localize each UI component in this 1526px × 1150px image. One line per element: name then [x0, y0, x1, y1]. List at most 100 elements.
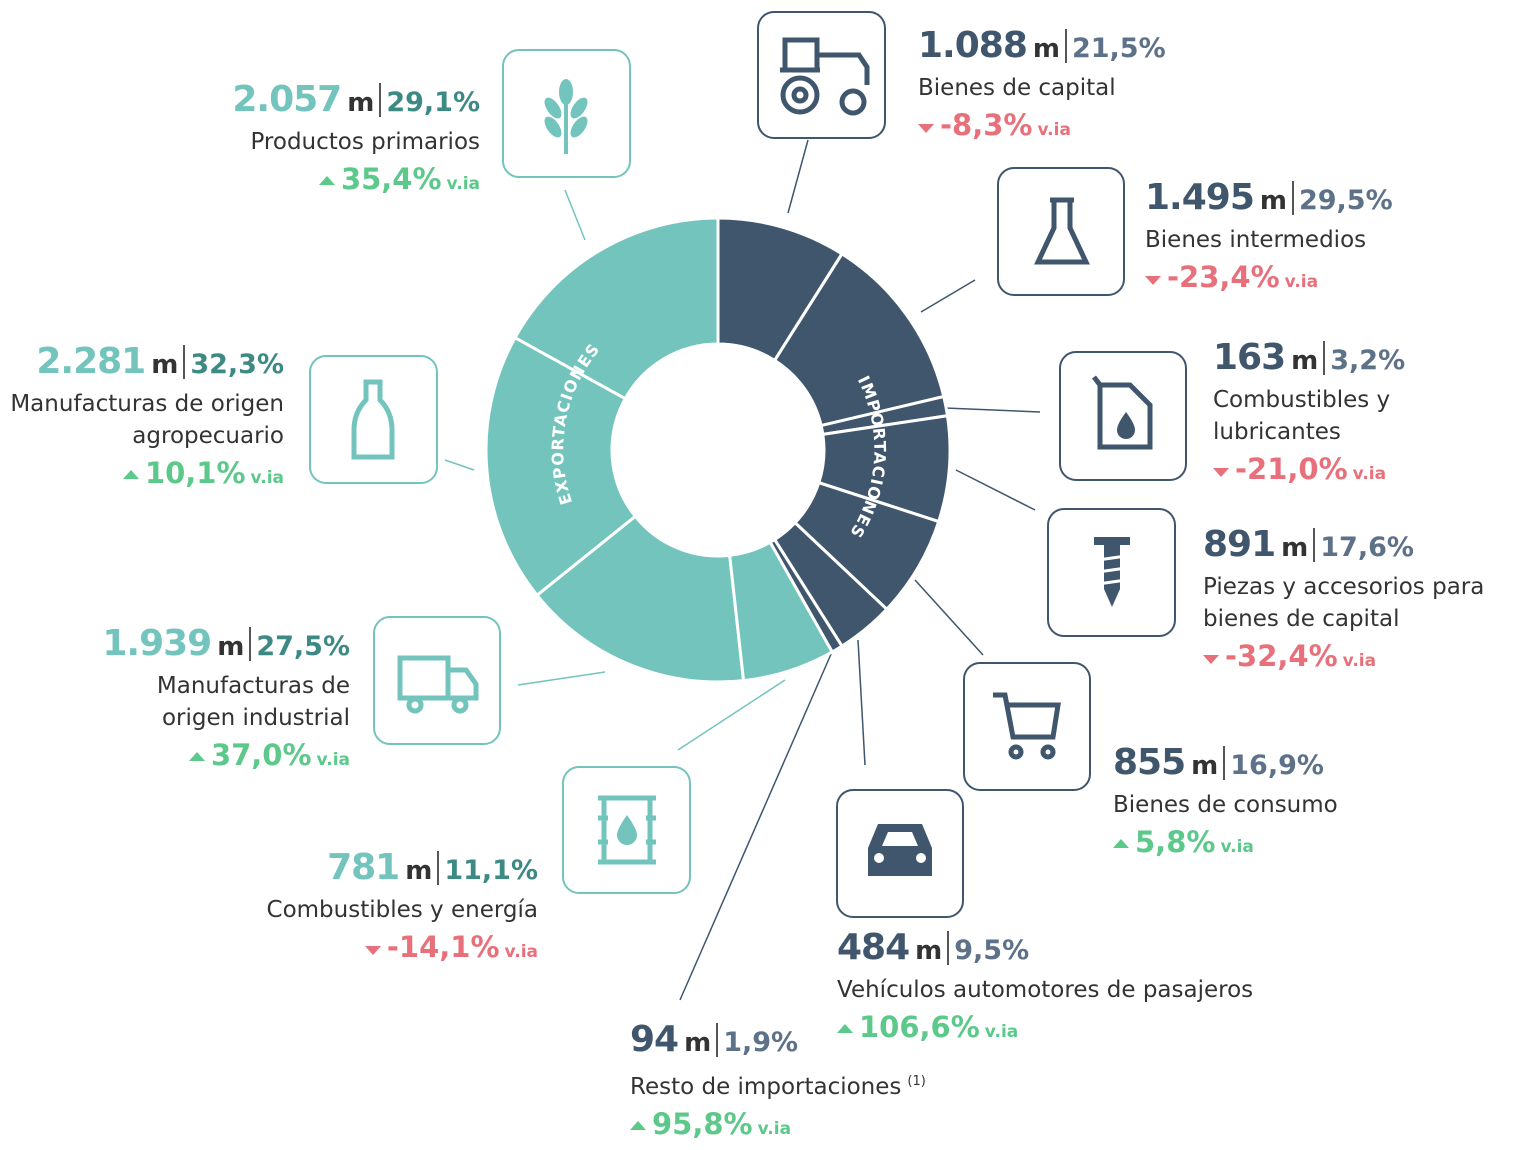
change-value: -21,0%: [1235, 452, 1348, 486]
item-label: 94 m 1,9% Resto de importaciones (1) 95,8% v.i…: [630, 1018, 1050, 1150]
item-label: 855 m 16,9% Bienes de consumo 5,8% v.ia: [1113, 741, 1473, 868]
change-value: 37,0%: [210, 738, 312, 772]
value: 1.939: [102, 623, 212, 664]
category-text: Piezas y accesorios para bienes de capit…: [1203, 574, 1485, 632]
category: Bienes de capital: [918, 72, 1298, 104]
share: 3,2%: [1330, 345, 1406, 376]
change: 95,8% v.ia: [630, 1103, 1050, 1150]
separator: [1291, 181, 1294, 215]
value-line: 891 m 17,6%: [1203, 523, 1525, 571]
share: 32,3%: [190, 349, 284, 380]
unit: m: [405, 856, 433, 886]
share: 29,1%: [386, 87, 480, 118]
value-line: 1.088 m 21,5%: [918, 24, 1298, 72]
value-line: 1.495 m 29,5%: [1145, 176, 1505, 224]
change-value: -23,4%: [1167, 260, 1280, 294]
category-text: Vehículos automotores de pasajeros: [837, 977, 1254, 1003]
separator: [947, 931, 950, 965]
change: 35,4% v.ia: [160, 158, 480, 205]
change-unit: v.ia: [1037, 120, 1071, 140]
unit: m: [347, 88, 375, 118]
change-unit: v.ia: [1284, 272, 1319, 292]
value: 484: [837, 927, 910, 968]
separator: [1223, 746, 1226, 780]
category-text: Combustibles y energía: [266, 897, 538, 923]
value-line: 163 m 3,2%: [1213, 336, 1443, 384]
separator: [249, 627, 252, 661]
change-value: -32,4%: [1225, 639, 1338, 673]
change-unit: v.ia: [250, 468, 284, 488]
value-line: 781 m 11,1%: [178, 846, 538, 894]
value: 94: [630, 1019, 679, 1060]
change-unit: v.ia: [1352, 464, 1387, 484]
change-unit: v.ia: [446, 174, 480, 194]
unit: m: [1191, 751, 1219, 781]
value-line: 855 m 16,9%: [1113, 741, 1473, 789]
value: 781: [327, 847, 400, 888]
category: Manufacturas de origen industrial: [100, 670, 350, 734]
change-arrow: [630, 1121, 646, 1130]
separator: [716, 1023, 719, 1057]
category: Bienes de consumo: [1113, 789, 1473, 821]
change-value: -14,1%: [386, 930, 500, 964]
change-value: 95,8%: [652, 1107, 753, 1141]
item-label: 2.281 m 32,3% Manufacturas de origen agrope…: [0, 340, 284, 499]
unit: m: [1281, 533, 1309, 563]
change-value: 10,1%: [144, 456, 246, 490]
change: -32,4% v.ia: [1203, 635, 1525, 682]
value: 1.495: [1145, 177, 1255, 218]
share: 29,5%: [1298, 185, 1393, 216]
change: -21,0% v.ia: [1213, 448, 1443, 495]
share: 16,9%: [1230, 750, 1324, 781]
unit: m: [151, 350, 179, 380]
change-value: 35,4%: [340, 162, 442, 196]
share: 9,5%: [954, 935, 1030, 966]
separator: [379, 83, 382, 117]
change-unit: v.ia: [984, 1022, 1019, 1042]
unit: m: [1259, 186, 1287, 216]
item-label: 1.495 m 29,5% Bienes intermedios -23,4% v.ia: [1145, 176, 1505, 303]
value-line: 484 m 9,5%: [837, 926, 1357, 974]
change-arrow: [918, 124, 934, 133]
item-label: 484 m 9,5% Vehículos automotores de pasajer…: [837, 926, 1357, 1053]
category: Bienes intermedios: [1145, 224, 1505, 256]
change: 10,1% v.ia: [0, 452, 284, 499]
share: 11,1%: [444, 855, 538, 886]
change-arrow: [364, 946, 381, 955]
value-line: 1.939 m 27,5%: [100, 622, 350, 670]
change-value: -8,3%: [940, 108, 1033, 142]
change-unit: v.ia: [1220, 837, 1254, 857]
change-value: 106,6%: [859, 1010, 980, 1044]
value: 1.088: [918, 25, 1028, 66]
separator: [1064, 29, 1067, 63]
item-label: 891 m 17,6% Piezas y accesorios para bienes…: [1203, 523, 1525, 682]
category: Vehículos automotores de pasajeros: [837, 974, 1357, 1006]
change-unit: v.ia: [316, 750, 350, 770]
separator: [437, 851, 440, 885]
change-unit: v.ia: [504, 942, 538, 962]
change: -14,1% v.ia: [178, 926, 538, 973]
share: 27,5%: [256, 631, 350, 662]
value: 2.281: [36, 341, 146, 382]
change-unit: v.ia: [757, 1119, 792, 1139]
change-arrow: [1113, 839, 1129, 848]
category: Resto de importaciones (1): [630, 1066, 1050, 1103]
change-arrow: [1213, 468, 1229, 477]
value-line: 94 m 1,9%: [630, 1018, 1050, 1066]
item-label: 1.939 m 27,5% Manufacturas de origen indust…: [100, 622, 350, 781]
change-value: 5,8%: [1135, 825, 1216, 859]
category-text: Combustibles y lubricantes: [1213, 387, 1391, 445]
share: 17,6%: [1320, 532, 1414, 563]
leader-lines: [444, 139, 1041, 1001]
item-label: 163 m 3,2% Combustibles y lubricantes -21,0%…: [1213, 336, 1443, 495]
value-line: 2.057 m 29,1%: [160, 78, 480, 126]
item-label: 1.088 m 21,5% Bienes de capital -8,3% v.ia: [918, 24, 1298, 151]
category: Productos primarios: [160, 126, 480, 158]
change-arrow: [837, 1024, 853, 1033]
share: 21,5%: [1071, 33, 1166, 64]
footnote: (1): [907, 1074, 926, 1089]
change: 37,0% v.ia: [100, 734, 350, 781]
unit: m: [1291, 346, 1319, 376]
unit: m: [684, 1028, 712, 1058]
